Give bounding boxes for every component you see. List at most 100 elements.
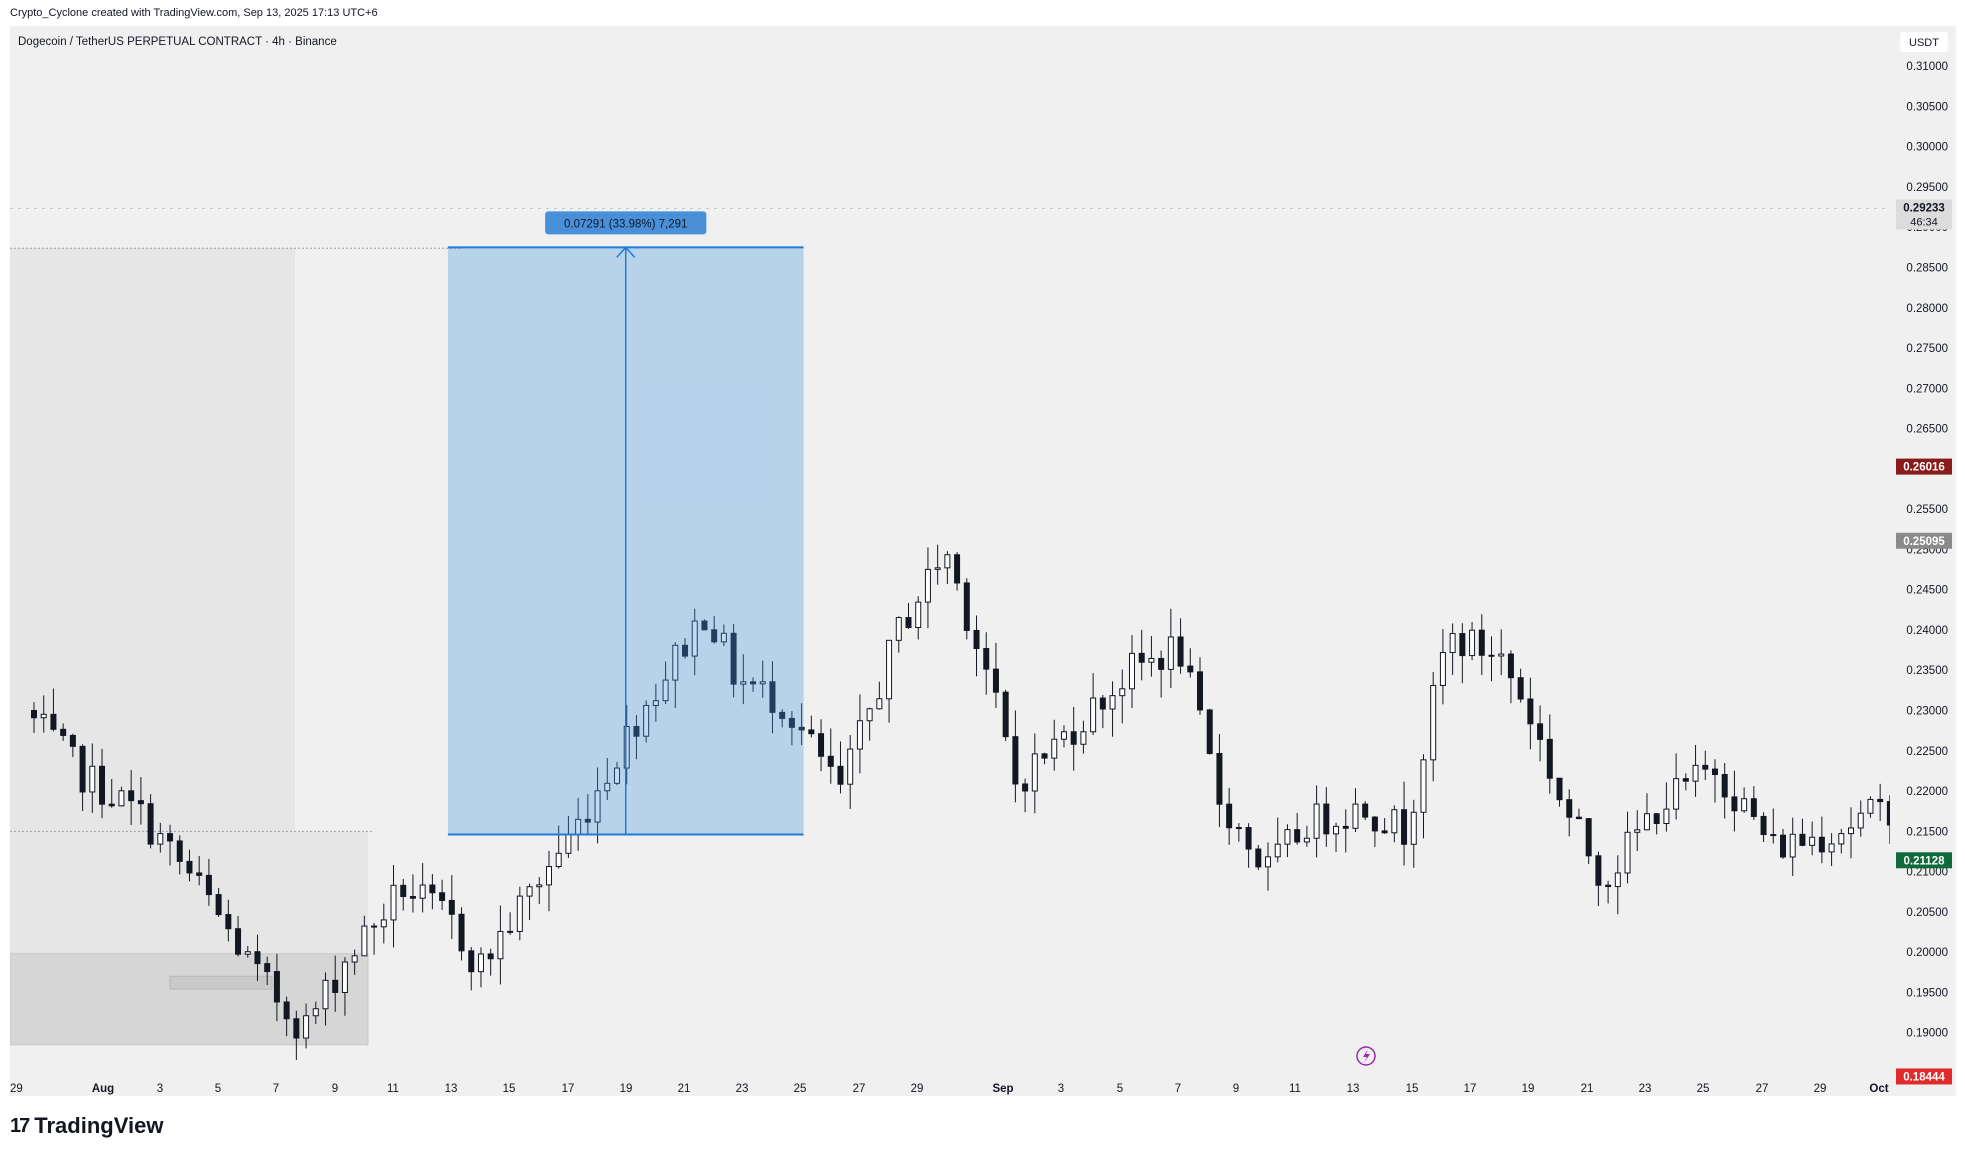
candle-body (1177, 636, 1184, 667)
candle-body (380, 919, 387, 928)
candle (293, 1010, 300, 1060)
candle-body (507, 930, 514, 933)
candle (1333, 822, 1340, 852)
candle (332, 955, 339, 1012)
candle-body (225, 914, 232, 930)
candle (60, 723, 67, 741)
candle-body (1575, 816, 1582, 820)
candle-body (1789, 833, 1796, 858)
candle (303, 1003, 310, 1049)
candle-body (1323, 803, 1330, 835)
candle (322, 972, 329, 1026)
candle (1439, 629, 1446, 705)
candle (614, 761, 620, 786)
candle-body (818, 733, 825, 757)
time-tick-label: Sep (992, 1083, 1013, 1095)
candle (176, 835, 183, 875)
candle (341, 957, 348, 1016)
time-tick-label: 17 (1464, 1083, 1477, 1095)
candle-body (235, 928, 242, 955)
time-tick-label: 29 (911, 1083, 924, 1095)
price-tick-label: 0.29500 (1906, 182, 1948, 194)
candle-body (740, 681, 747, 685)
candle-body (1731, 796, 1738, 812)
candle-body (1663, 808, 1670, 825)
candle-body (409, 896, 416, 899)
candle (497, 905, 504, 985)
lightning-icon-bolt (1363, 1049, 1370, 1063)
candle (1750, 786, 1757, 820)
tradingview-logo[interactable]: 17 TradingView (10, 1113, 163, 1139)
candle (769, 661, 776, 734)
candle (730, 624, 737, 698)
candle (1799, 818, 1806, 847)
time-tick-label: 21 (1581, 1083, 1594, 1095)
price-label-bg (1896, 199, 1952, 230)
price-tick-label: 0.20000 (1906, 947, 1948, 959)
candle (225, 899, 232, 942)
candle (400, 878, 407, 911)
candle-body (623, 725, 630, 769)
candle (1235, 823, 1242, 842)
candle-body (983, 648, 990, 670)
candle (759, 660, 766, 698)
candle-body (458, 913, 465, 952)
price-tick-label: 0.22500 (1906, 746, 1948, 758)
price-label-bg (1896, 458, 1952, 475)
candlestick-chart[interactable]: 0.07291 (33.98%) 7,2910.08583 (40.26%) 8… (10, 26, 1956, 1096)
candle (361, 915, 368, 957)
candle-body (1012, 736, 1019, 785)
candle-body (1818, 836, 1825, 853)
price-tick-label: 0.20500 (1906, 907, 1948, 919)
candle-body (439, 892, 446, 901)
candle (1430, 671, 1437, 782)
candle-body (1167, 636, 1174, 670)
candle-body (1877, 798, 1884, 803)
candle-body (682, 644, 689, 657)
candle-body (1741, 798, 1748, 812)
candle (468, 946, 475, 991)
time-tick-label: 15 (1406, 1083, 1419, 1095)
candle (1070, 706, 1077, 771)
candle (682, 638, 689, 659)
candle (31, 702, 37, 734)
candle (235, 915, 242, 957)
candle (1031, 733, 1038, 814)
candle-body (69, 734, 76, 747)
candle (1080, 720, 1087, 754)
time-tick-label: 9 (1233, 1083, 1239, 1095)
candle-body (497, 930, 504, 960)
candle (886, 639, 893, 723)
candle (584, 794, 591, 836)
price-tick-label: 0.28000 (1906, 303, 1948, 315)
candle-body (954, 554, 961, 584)
candle (1284, 824, 1291, 858)
candle-body (1780, 834, 1786, 858)
candle (1711, 759, 1718, 803)
candle-body (604, 782, 611, 792)
candle-body (167, 833, 174, 842)
candle-body (1653, 813, 1660, 825)
candle (1391, 805, 1398, 843)
candle (750, 677, 757, 692)
candle (1527, 677, 1534, 750)
tradingview-brand: TradingView (34, 1113, 164, 1138)
time-axis: 29 Aug 3 5 7 9 11 13 15 17 19 21 23 25 27 29 Sep 3 5 7 9 11 13… (10, 1083, 1889, 1095)
candle (1702, 750, 1709, 781)
candle-body (1449, 633, 1456, 654)
price-label: 0.26016 (1896, 458, 1952, 475)
candle-body (1099, 697, 1106, 710)
price-tick-label: 0.23000 (1906, 706, 1948, 718)
price-label: 0.29233 46:34 (1896, 199, 1952, 230)
chart-panel[interactable]: 0.07291 (33.98%) 7,2910.08583 (40.26%) 8… (10, 26, 1956, 1096)
candle-body (283, 1001, 290, 1020)
candle (1197, 657, 1203, 715)
candle-body (1614, 872, 1621, 888)
candle (1362, 801, 1369, 821)
candle-body (1362, 803, 1369, 818)
candle-body (1459, 633, 1466, 657)
candle-body (118, 790, 125, 807)
left-highlight-zone (10, 248, 295, 832)
candle-body (963, 582, 970, 631)
candle (1537, 705, 1544, 762)
